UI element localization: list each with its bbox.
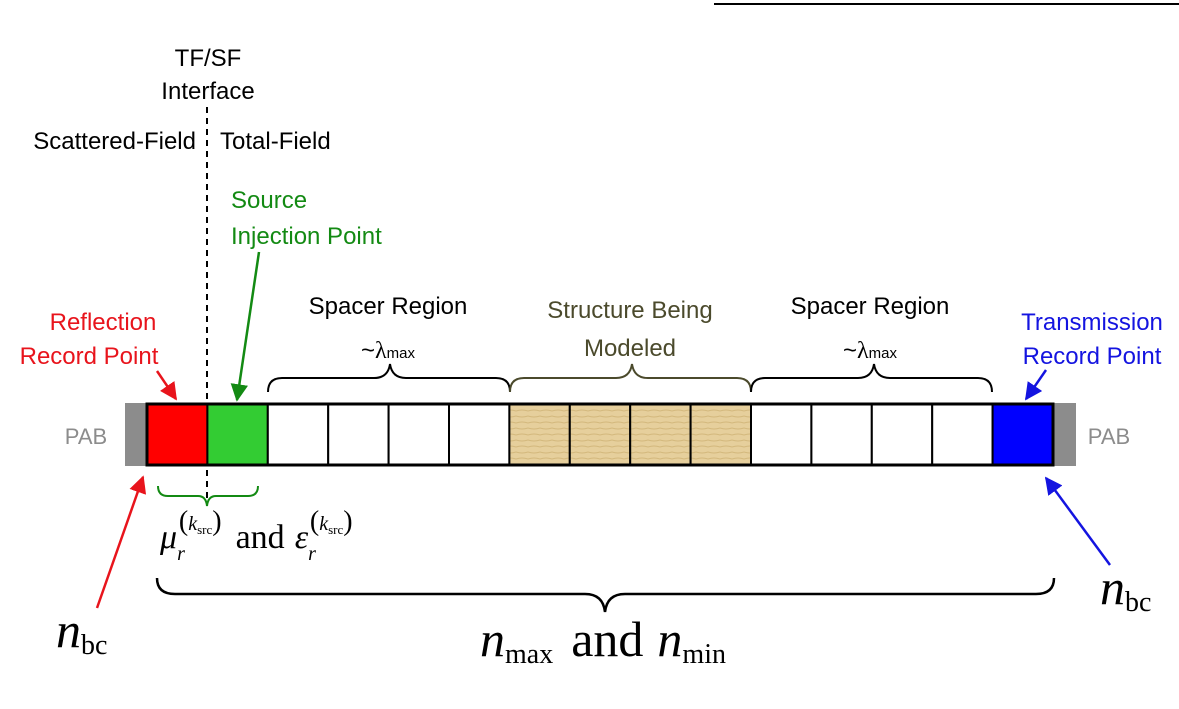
epsilon-symbol: ε <box>295 519 309 556</box>
nbc-left-arrow <box>95 475 147 609</box>
structure-label-line1: Structure Being <box>547 297 712 324</box>
mu-sub-r: r <box>177 543 185 565</box>
eps-paren-open: ( <box>310 506 319 537</box>
grid-cell-spacer <box>810 403 873 466</box>
grid-cells <box>146 403 1054 466</box>
source-material-brace <box>157 485 259 507</box>
transmission-label-line2: Record Point <box>1023 343 1162 370</box>
grid-cell-spacer <box>448 403 511 466</box>
total-field-label: Total-Field <box>220 128 331 155</box>
reflection-label-line2: Record Point <box>20 343 159 370</box>
eps-sup-k: k <box>319 513 329 535</box>
pab-left-label: PAB <box>65 424 107 449</box>
grid-cell-spacer <box>870 403 934 466</box>
spacer-right-lambda-sub: max <box>869 345 898 362</box>
grid-cell-source <box>206 403 269 466</box>
grid-cell-spacer <box>750 403 813 466</box>
structure-brace <box>509 363 752 393</box>
scattered-field-label: Scattered-Field <box>33 128 196 155</box>
nmax-nmin-brace <box>155 577 1056 613</box>
nmax-and: and <box>571 611 643 667</box>
eps-paren-close: ) <box>343 506 352 537</box>
grid-cell-reflection <box>146 403 209 466</box>
mu-paren-open: ( <box>179 506 188 537</box>
nmax-nmin-label: nmax and nmin <box>480 611 726 670</box>
spacer-right-lambda: ~λmax <box>843 337 897 364</box>
pab-right-region <box>1054 403 1076 466</box>
source-material-expression: μr(ksrc) and εr(ksrc) <box>159 506 353 565</box>
reflection-label-line1: Reflection <box>50 309 157 336</box>
spacer-right-brace <box>750 363 993 393</box>
nbc-right-n: n <box>1100 559 1125 615</box>
nmax-n: n <box>480 611 505 667</box>
mu-sup-k: k <box>188 513 198 535</box>
reflection-arrow <box>155 370 178 401</box>
pab-left-region <box>125 403 147 466</box>
grid-cell-spacer <box>266 403 330 466</box>
source-label-line2: Injection Point <box>231 223 382 250</box>
grid-cell-structure <box>689 403 752 466</box>
interface-title-line1: TF/SF <box>175 45 242 72</box>
mu-symbol: μ <box>159 519 177 556</box>
nbc-right-label: nbc <box>1100 559 1151 618</box>
grid-cell-structure <box>629 403 692 466</box>
nmax-sub: max <box>505 639 553 670</box>
source-label-line1: Source <box>231 187 307 214</box>
structure-label-line2: Modeled <box>584 335 676 362</box>
nbc-right-sub: bc <box>1125 587 1151 618</box>
nbc-left-label: nbc <box>56 602 107 661</box>
source-arrow <box>230 251 261 402</box>
spacer-left-lambda-sub: max <box>387 345 416 362</box>
grid-cell-spacer <box>387 403 451 466</box>
nbc-left-n: n <box>56 602 81 658</box>
spacer-right-tilde: ~ <box>843 337 857 364</box>
spacer-right-title: Spacer Region <box>791 293 950 320</box>
nmin-sub: min <box>682 639 726 670</box>
and-word: and <box>236 519 285 556</box>
spacer-right-lambda-symbol: λ <box>857 338 869 364</box>
eps-sup-src: src <box>328 522 343 537</box>
nmin-n: n <box>657 611 682 667</box>
spacer-left-lambda-symbol: λ <box>375 338 387 364</box>
grid-cell-spacer <box>931 403 994 466</box>
grid-cell-transmission <box>991 403 1054 466</box>
nbc-right-arrow <box>1044 476 1112 566</box>
mu-sup-src: src <box>197 522 212 537</box>
spacer-left-title: Spacer Region <box>309 293 468 320</box>
grid-cell-spacer <box>327 403 390 466</box>
spacer-left-tilde: ~ <box>361 337 375 364</box>
grid-cell-structure <box>568 403 632 466</box>
pab-right-label: PAB <box>1088 424 1130 449</box>
eps-sub-r: r <box>308 543 316 565</box>
grid-outline <box>145 402 1055 467</box>
grid-cell-structure <box>508 403 571 466</box>
interface-title-line2: Interface <box>161 78 254 105</box>
transmission-arrow <box>1024 369 1048 401</box>
transmission-label-line1: Transmission <box>1021 309 1163 336</box>
spacer-left-lambda: ~λmax <box>361 337 415 364</box>
mu-paren-close: ) <box>212 506 221 537</box>
spacer-left-brace <box>267 363 511 393</box>
nbc-left-sub: bc <box>81 630 107 661</box>
